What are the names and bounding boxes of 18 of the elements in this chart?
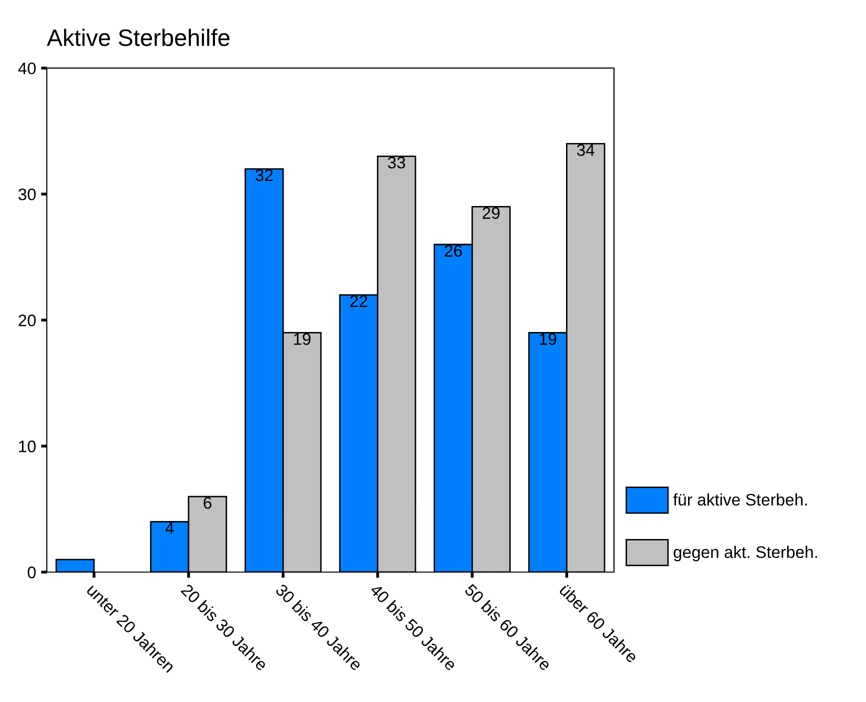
- data-label: 22: [350, 295, 368, 307]
- y-tick-label: 10: [19, 440, 36, 452]
- y-tick-label: 0: [28, 566, 36, 578]
- data-label: 6: [204, 496, 212, 509]
- data-label: 29: [482, 207, 500, 219]
- data-label: 34: [577, 144, 594, 156]
- data-label: 33: [388, 156, 406, 169]
- chart-title: Aktive Sterbehilfe: [46, 28, 230, 46]
- data-label: 19: [294, 333, 310, 345]
- data-label: 4: [165, 522, 174, 534]
- data-label: 19: [540, 333, 556, 345]
- legend-label: gegen akt. Sterbeh.: [674, 546, 817, 562]
- data-label: 32: [256, 169, 273, 182]
- y-tick-label: 40: [18, 62, 36, 74]
- data-label: 26: [444, 244, 462, 257]
- y-tick-label: 20: [18, 314, 36, 326]
- y-tick-label: 30: [18, 188, 36, 200]
- legend-label: für aktive Sterbeh.: [673, 493, 807, 506]
